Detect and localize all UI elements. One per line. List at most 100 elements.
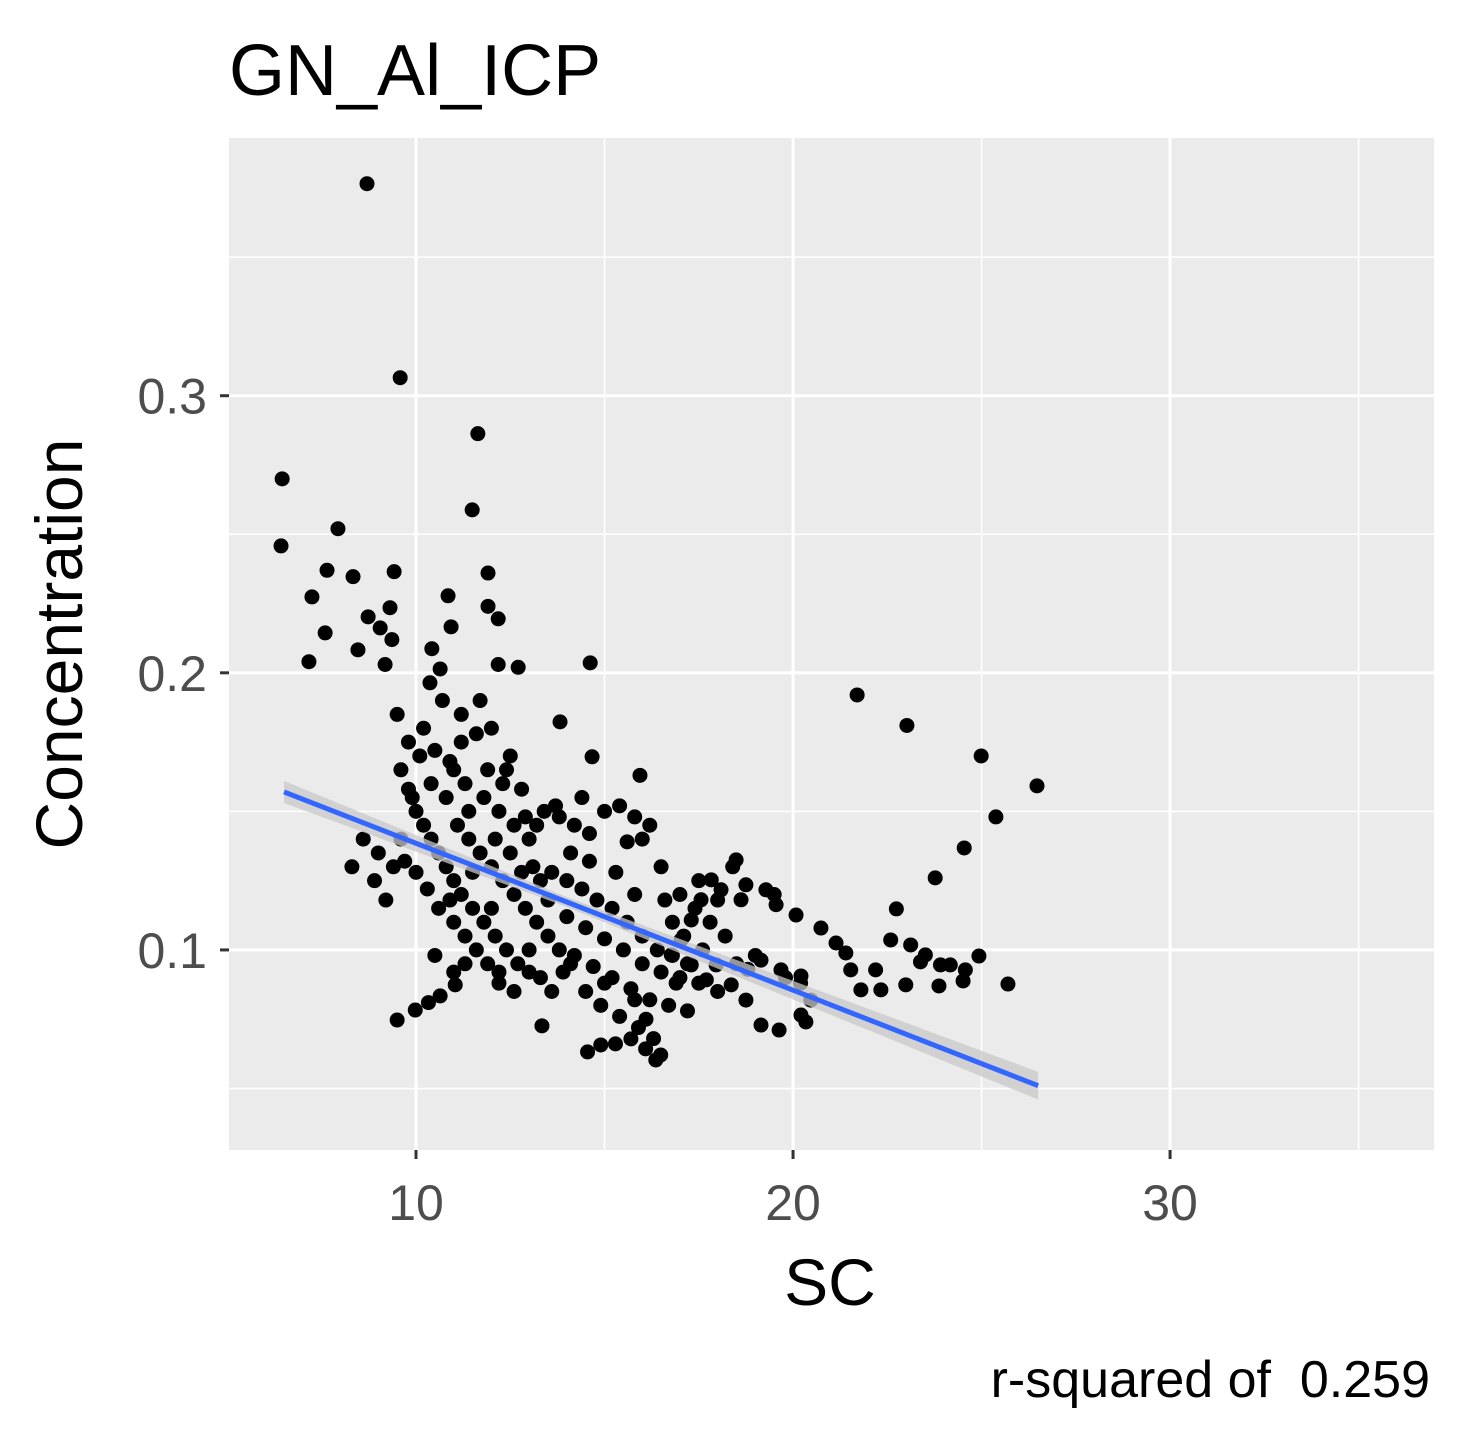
- point: [449, 817, 465, 833]
- y-axis-title: Concentration: [22, 439, 96, 850]
- x-axis-title: SC: [784, 1245, 876, 1319]
- point: [491, 975, 507, 991]
- point: [491, 964, 507, 980]
- point: [386, 564, 402, 580]
- point: [653, 964, 669, 980]
- point: [532, 970, 548, 986]
- point: [723, 977, 739, 993]
- point: [703, 872, 719, 888]
- point: [453, 887, 469, 903]
- trend-line: [283, 789, 1040, 1089]
- point: [532, 873, 548, 889]
- point: [813, 920, 829, 936]
- point: [483, 720, 499, 736]
- point: [638, 1011, 654, 1027]
- point: [585, 959, 601, 975]
- point: [416, 817, 432, 833]
- point: [540, 928, 556, 944]
- point: [668, 975, 684, 991]
- point: [446, 914, 462, 930]
- point: [502, 748, 518, 764]
- point: [487, 928, 503, 944]
- point: [580, 1044, 596, 1060]
- point: [574, 790, 590, 806]
- point: [766, 887, 782, 903]
- point: [1029, 778, 1045, 794]
- point: [495, 776, 511, 792]
- x-tick-label: 10: [388, 1175, 444, 1231]
- point: [559, 909, 575, 925]
- point: [397, 853, 413, 869]
- point: [424, 641, 440, 657]
- point: [382, 600, 398, 616]
- point: [446, 964, 462, 980]
- y-tick-label: 0.1: [137, 923, 207, 979]
- caption: r-squared of 0.259: [991, 1351, 1430, 1409]
- point: [372, 620, 388, 636]
- point: [710, 983, 726, 999]
- point: [555, 964, 571, 980]
- point: [942, 957, 958, 973]
- marks: [273, 176, 1045, 1100]
- point: [480, 762, 496, 778]
- point: [973, 748, 989, 764]
- point: [301, 654, 317, 670]
- point: [427, 742, 443, 758]
- point: [465, 900, 481, 916]
- point: [597, 931, 613, 947]
- point: [544, 983, 560, 999]
- point: [691, 873, 707, 889]
- point: [517, 900, 533, 916]
- point: [476, 914, 492, 930]
- point: [502, 845, 518, 861]
- point: [912, 954, 928, 970]
- point: [457, 928, 473, 944]
- point: [642, 817, 658, 833]
- point: [442, 892, 458, 908]
- point: [422, 675, 438, 691]
- point: [487, 831, 503, 847]
- point: [464, 502, 480, 518]
- point: [623, 1031, 639, 1047]
- point: [868, 962, 884, 978]
- point: [419, 881, 435, 897]
- point: [552, 714, 568, 730]
- point: [317, 625, 333, 641]
- point: [593, 1037, 609, 1053]
- point: [733, 892, 749, 908]
- point: [447, 977, 463, 993]
- point: [738, 992, 754, 1008]
- point: [843, 962, 859, 978]
- point: [664, 914, 680, 930]
- point: [453, 734, 469, 750]
- point: [873, 982, 889, 998]
- point: [604, 900, 620, 916]
- point: [453, 706, 469, 722]
- point: [514, 781, 530, 797]
- point: [480, 956, 496, 972]
- point: [344, 859, 360, 875]
- point: [551, 942, 567, 958]
- point: [582, 655, 598, 671]
- point: [404, 790, 420, 806]
- x-tick-label: 30: [1142, 1175, 1198, 1231]
- point: [578, 983, 594, 999]
- point: [927, 870, 943, 886]
- point: [717, 928, 733, 944]
- point: [971, 948, 987, 964]
- point: [514, 864, 530, 880]
- point: [378, 892, 394, 908]
- point: [566, 817, 582, 833]
- point: [544, 864, 560, 880]
- point: [788, 907, 804, 923]
- point: [883, 932, 899, 948]
- point: [427, 947, 443, 963]
- y-tick-label: 0.3: [137, 369, 207, 425]
- point: [360, 609, 376, 625]
- point: [385, 859, 401, 875]
- point: [589, 892, 605, 908]
- point: [517, 809, 533, 825]
- point: [392, 370, 408, 386]
- point: [468, 726, 484, 742]
- point: [407, 1002, 423, 1018]
